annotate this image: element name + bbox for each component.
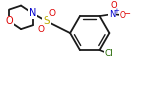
Text: O: O: [5, 16, 13, 26]
Text: +: +: [113, 8, 119, 14]
Text: N: N: [109, 10, 116, 19]
Text: Cl: Cl: [105, 49, 114, 59]
Text: −: −: [123, 9, 130, 18]
Text: O: O: [111, 1, 118, 10]
Text: O: O: [49, 9, 56, 18]
Text: O: O: [37, 25, 44, 34]
Text: O: O: [119, 11, 125, 20]
Text: S: S: [43, 16, 50, 26]
Text: N: N: [29, 8, 36, 18]
